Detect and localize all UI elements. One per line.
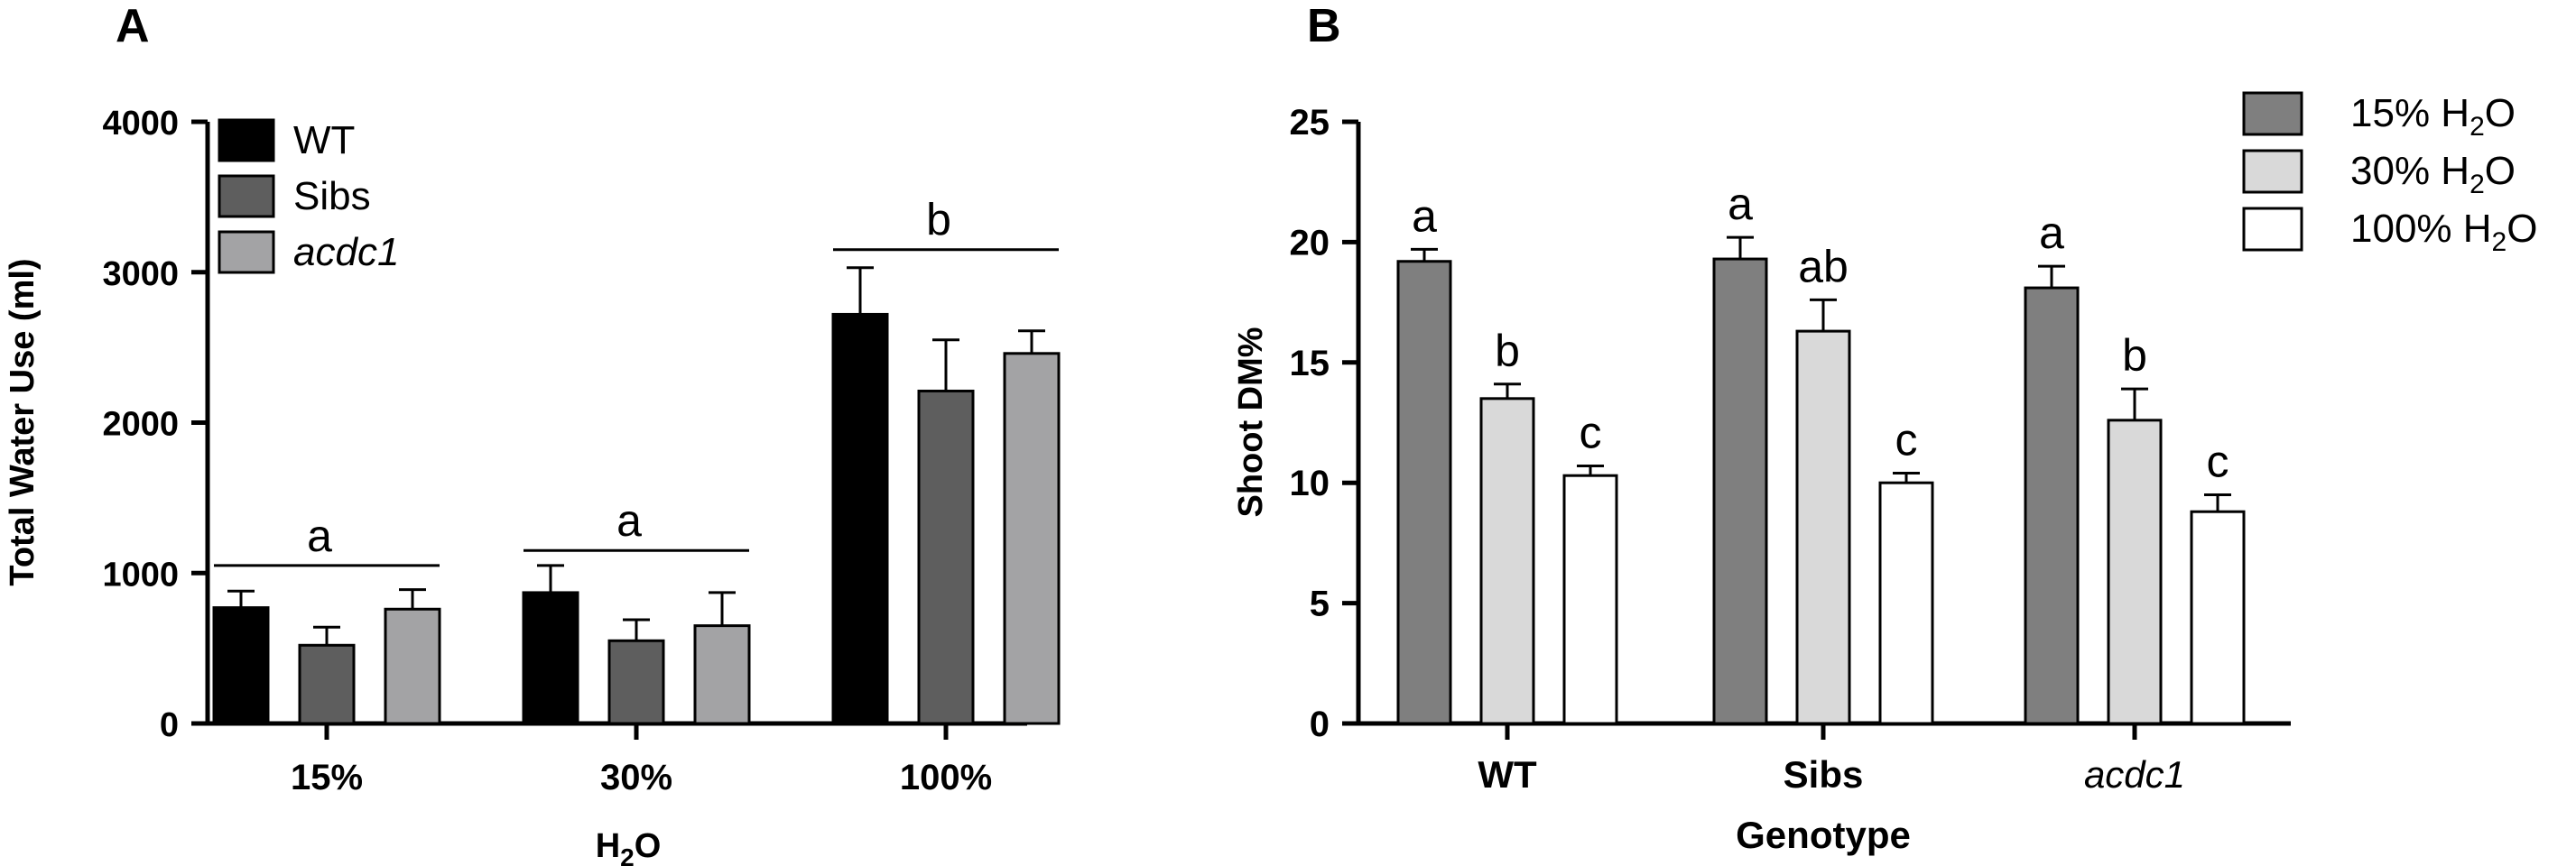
b-significance-letter: c xyxy=(1895,415,1918,465)
b-significance-letter: a xyxy=(2039,207,2064,258)
b-significance-letter: b xyxy=(2122,330,2147,381)
b-legend-swatch xyxy=(2242,207,2303,252)
a-legend-swatch xyxy=(218,118,275,162)
a-bar-acdc1 xyxy=(1003,352,1061,725)
b-legend-swatch xyxy=(2242,149,2303,194)
panel-a-label: A xyxy=(116,0,150,52)
b-y-tick-label: 20 xyxy=(1290,223,1330,263)
a-bar-WT xyxy=(831,312,889,725)
a-y-tick-label: 0 xyxy=(160,706,179,744)
b-significance-letter: c xyxy=(1580,408,1602,458)
b-bar xyxy=(2024,286,2080,725)
b-significance-letter: a xyxy=(1728,179,1753,229)
b-y-tick-label: 25 xyxy=(1290,103,1330,143)
a-legend-swatch xyxy=(218,230,275,274)
a-bar-WT xyxy=(212,606,270,725)
b-y-tick-label: 10 xyxy=(1290,464,1330,503)
a-y-tick-label: 3000 xyxy=(102,255,179,293)
a-significance-letter: a xyxy=(307,511,332,561)
a-legend: WT Sibs acdc1 xyxy=(218,118,399,274)
b-x-tick-label: WT xyxy=(1478,753,1537,796)
b-significance-letter: ab xyxy=(1798,241,1849,291)
b-bar xyxy=(1795,329,1851,725)
a-legend-swatch xyxy=(218,174,275,218)
a-legend-label: Sibs xyxy=(293,174,371,218)
b-bar xyxy=(1396,260,1452,725)
a-x-tick-label: 30% xyxy=(600,758,672,797)
b-y-axis-label: Shoot DM% xyxy=(1232,327,1270,517)
b-legend-label: 100% H2O xyxy=(2350,207,2537,257)
a-significance-letter: a xyxy=(616,495,642,546)
b-bar xyxy=(1479,397,1535,725)
a-y-tick-label: 1000 xyxy=(102,556,179,594)
b-y-tick-label: 0 xyxy=(1310,705,1330,744)
panel-a: A 0 1000 2000 3000 4000 15% 30% 100% a a b Total … xyxy=(4,0,1061,866)
a-legend-label: acdc1 xyxy=(293,230,399,274)
b-bar xyxy=(2107,419,2163,725)
a-x-tick-label: 100% xyxy=(900,758,992,797)
panel-b-label: B xyxy=(1307,0,1341,52)
b-bar xyxy=(1712,257,1768,725)
b-legend: 15% H2O 30% H2O 100% H2O xyxy=(2242,91,2537,257)
a-bar-Sibs xyxy=(298,643,356,725)
b-significance-letter: c xyxy=(2207,437,2229,487)
a-x-axis-label: H2O xyxy=(596,827,662,866)
b-x-tick-label: acdc1 xyxy=(2084,753,2185,796)
a-bar-acdc1 xyxy=(693,624,751,725)
b-bar xyxy=(2190,510,2246,725)
a-y-axis-label: Total Water Use (ml) xyxy=(4,258,42,585)
a-y-tick-label: 4000 xyxy=(102,105,179,143)
a-bar-Sibs xyxy=(607,639,665,725)
a-x-tick-label: 15% xyxy=(291,758,363,797)
b-legend-swatch xyxy=(2242,91,2303,136)
a-significance-letter: b xyxy=(926,195,951,245)
b-legend-label: 30% H2O xyxy=(2350,149,2516,199)
b-x-tick-label: Sibs xyxy=(1784,753,1864,796)
b-bar xyxy=(1562,474,1618,725)
b-y-tick-label: 5 xyxy=(1310,585,1330,624)
b-significance-letter: a xyxy=(1412,190,1437,241)
b-significance-letter: b xyxy=(1495,326,1520,376)
b-y-tick-label: 15 xyxy=(1290,344,1330,383)
a-y-tick-label: 2000 xyxy=(102,406,179,444)
b-bar xyxy=(1878,481,1934,725)
a-bar-WT xyxy=(522,591,579,725)
a-bar-acdc1 xyxy=(384,607,441,725)
a-legend-label: WT xyxy=(293,118,355,162)
b-x-axis-label: Genotype xyxy=(1736,814,1911,856)
a-bar-Sibs xyxy=(917,389,975,725)
b-legend-label: 15% H2O xyxy=(2350,91,2516,142)
